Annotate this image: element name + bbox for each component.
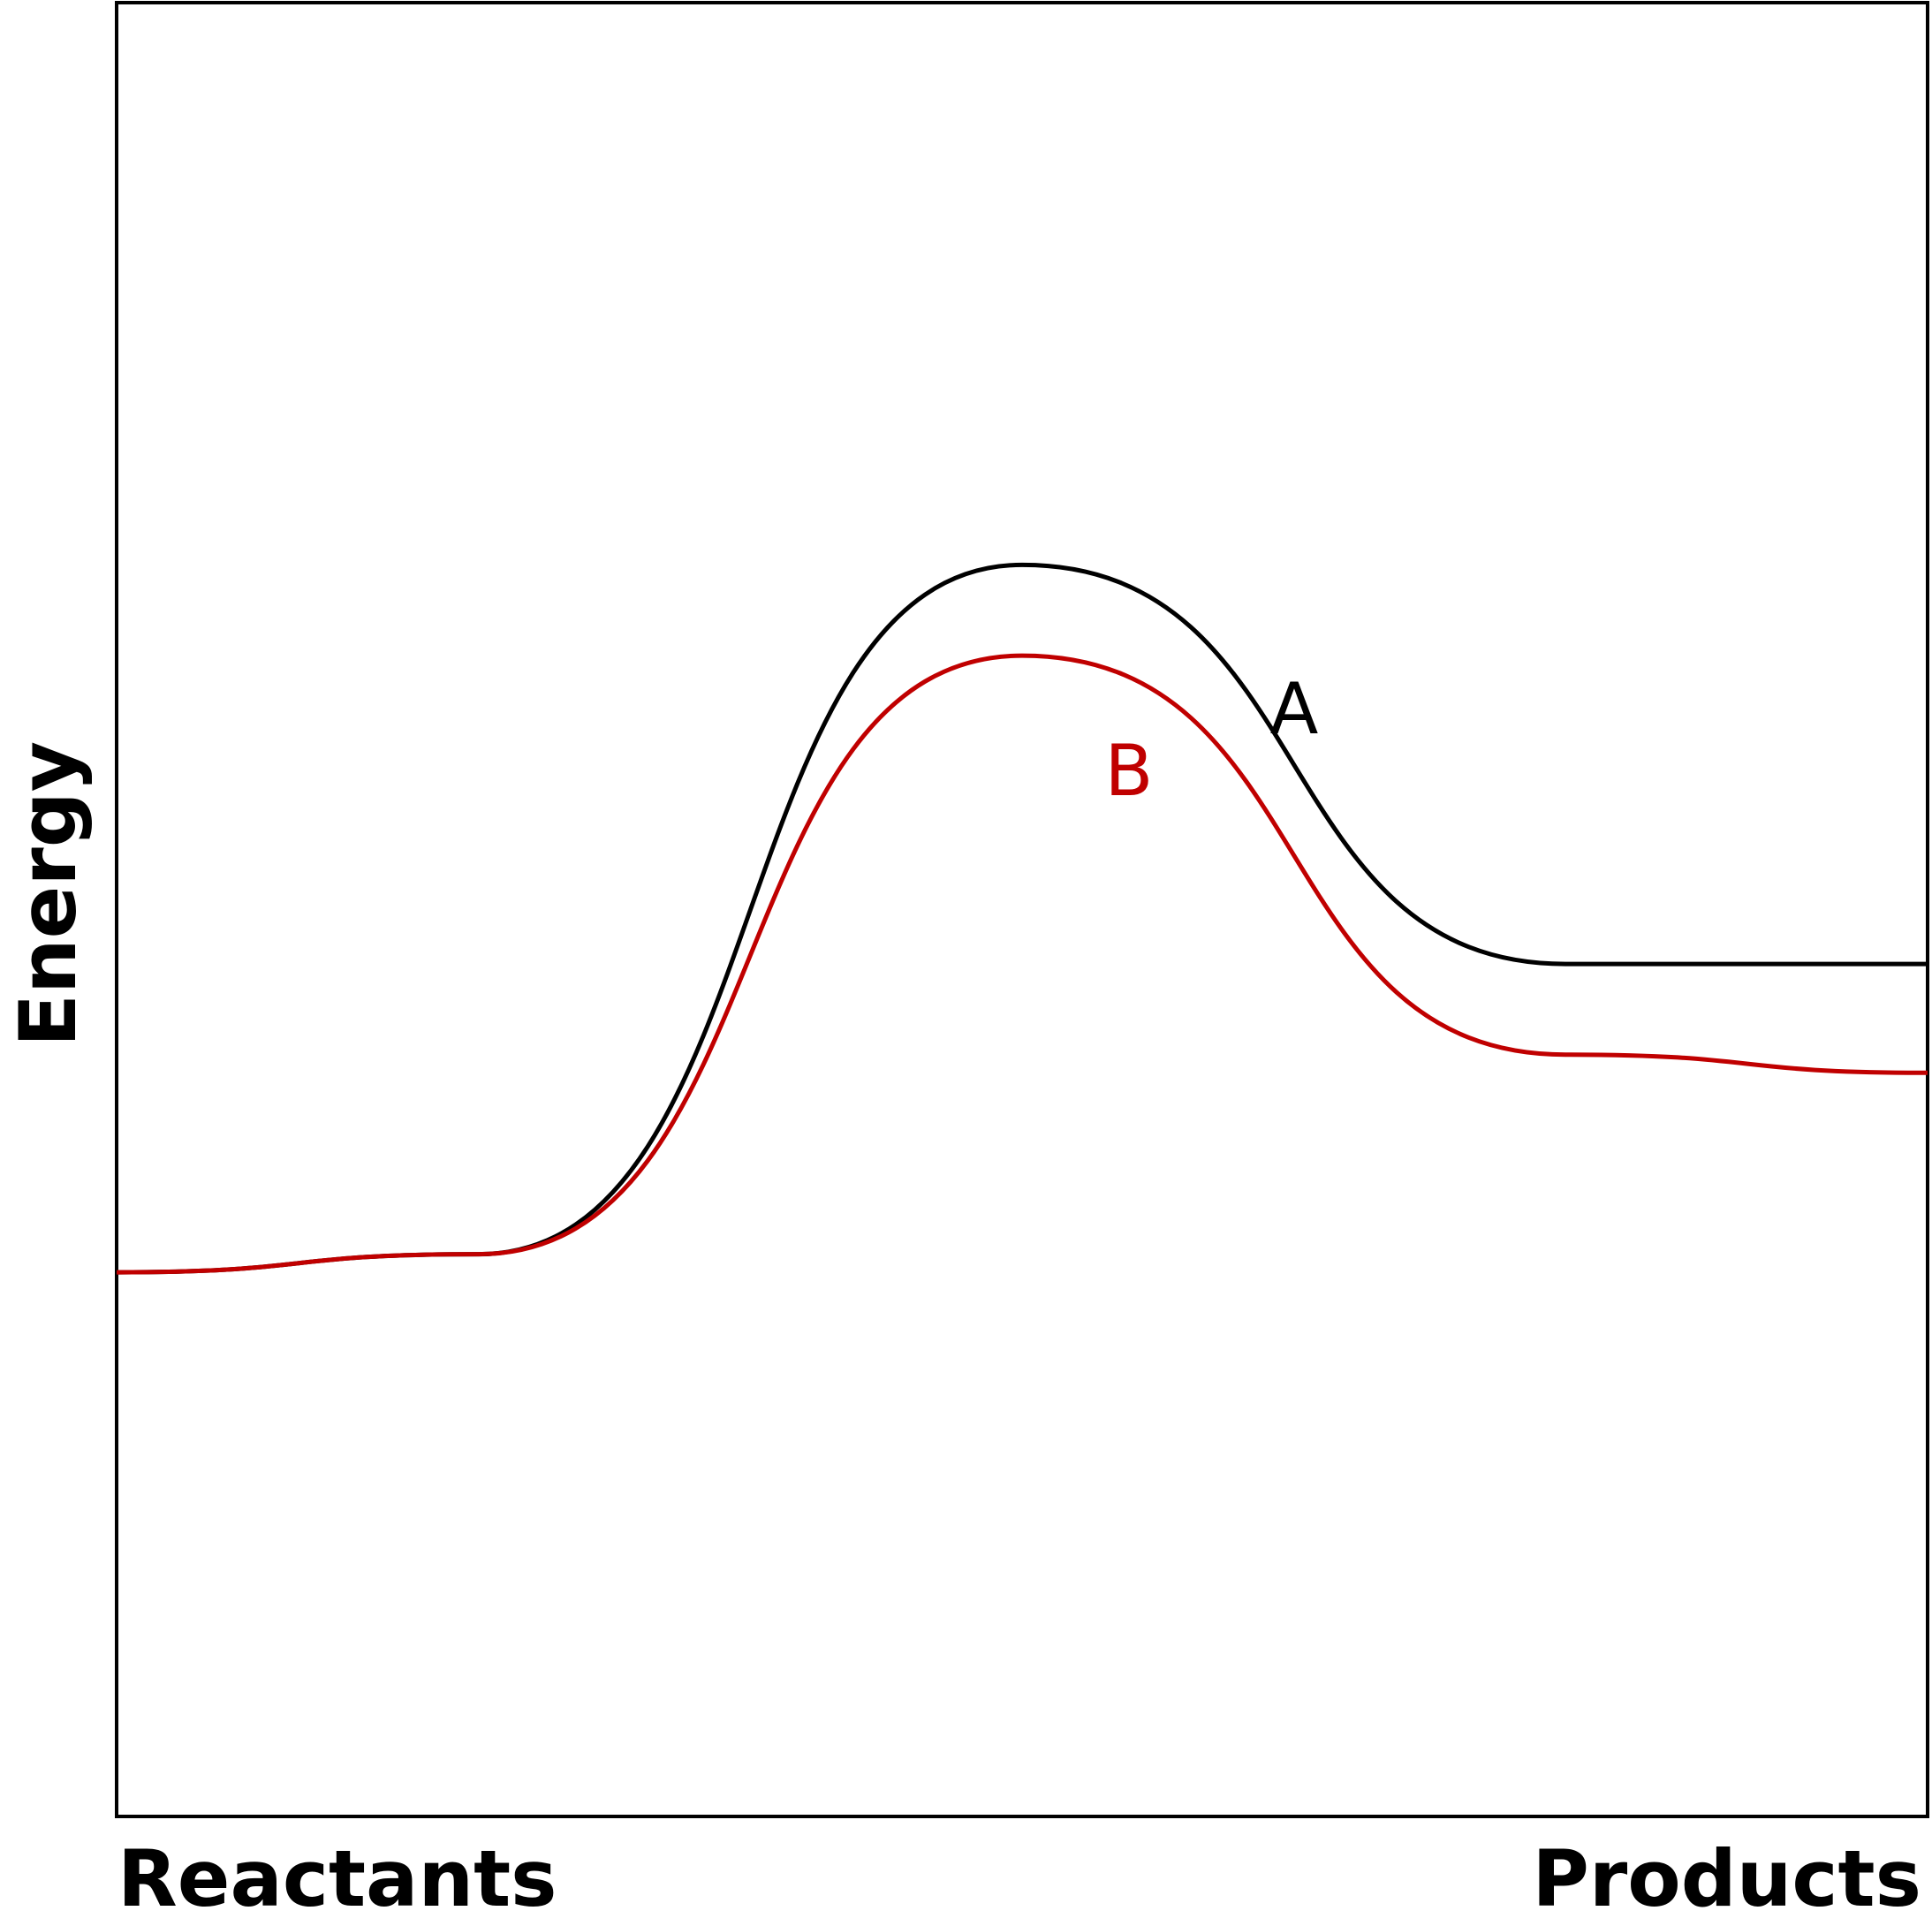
curve-a: [116, 562, 1928, 1275]
x-tick-label-reactants: Reactants: [117, 1833, 557, 1924]
x-tick-label-products: Products: [1532, 1833, 1921, 1924]
curve-label-a: A: [1270, 668, 1319, 750]
y-axis-label: Energy: [3, 741, 94, 1047]
curve-b: [116, 653, 1928, 1275]
curves-layer: [116, 562, 1928, 1275]
curve-labels: AB: [1105, 668, 1319, 812]
curve-label-b: B: [1105, 730, 1154, 812]
plot-frame: [115, 1, 1929, 1818]
